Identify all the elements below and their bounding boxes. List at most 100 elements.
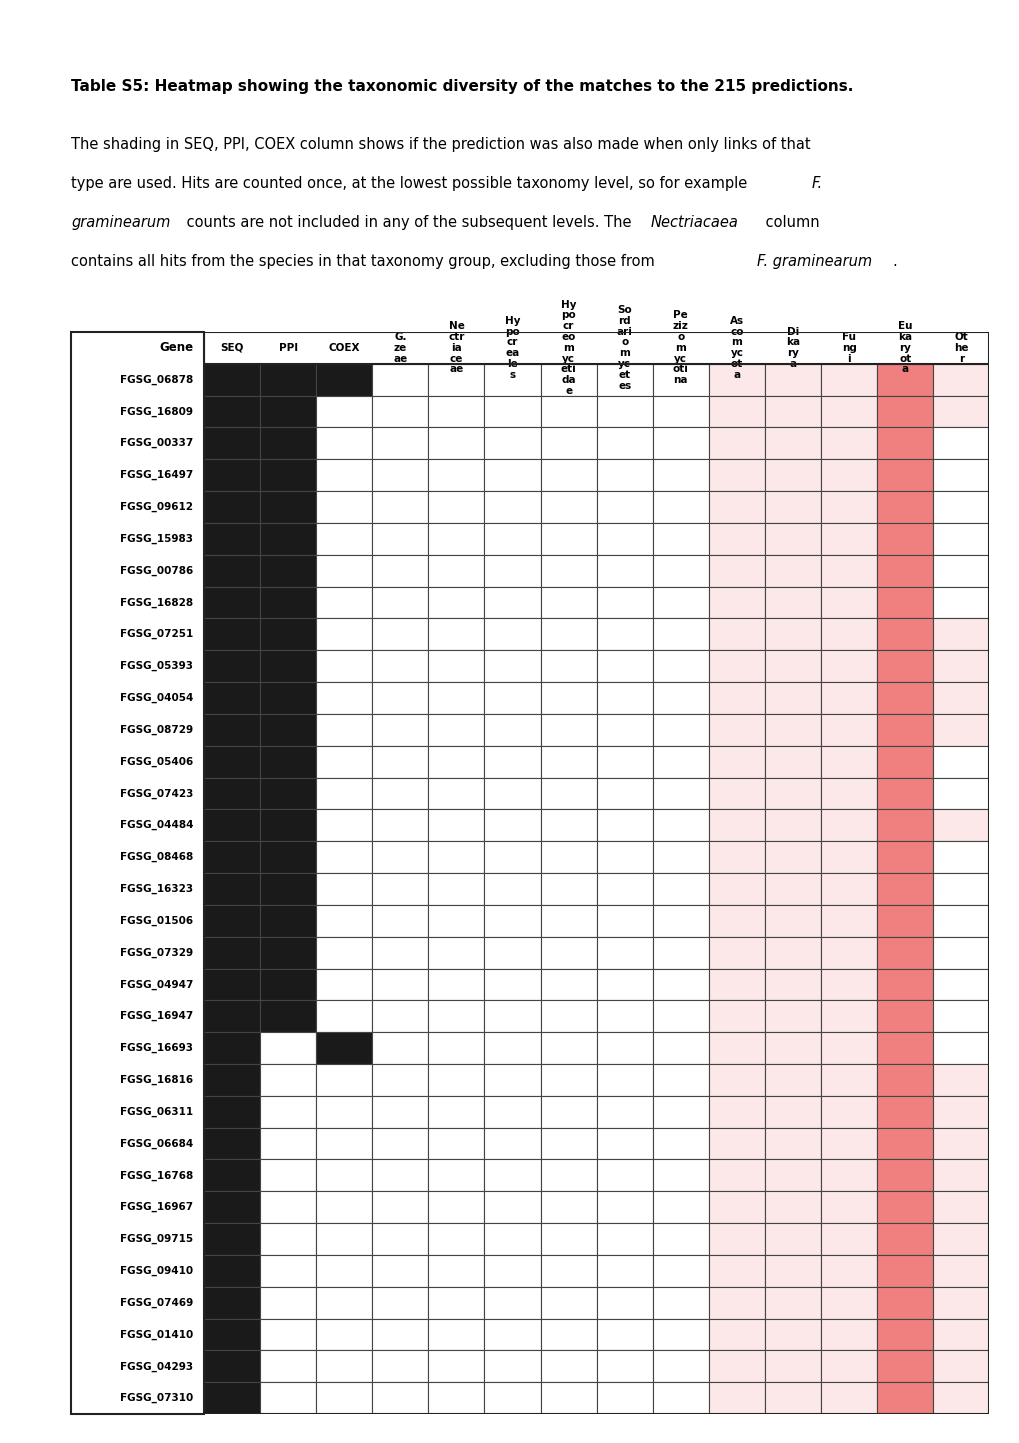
Bar (820, 619, 876, 651)
Bar (820, 968, 876, 1000)
Bar (932, 1382, 988, 1414)
Bar (204, 491, 260, 522)
Bar (316, 491, 372, 522)
Bar (204, 1224, 260, 1255)
Bar (484, 364, 540, 395)
Bar (596, 810, 652, 841)
Bar (932, 522, 988, 554)
Bar (820, 1127, 876, 1160)
Bar (484, 1382, 540, 1414)
Bar (540, 1127, 596, 1160)
Bar (260, 841, 316, 873)
Bar (820, 522, 876, 554)
Bar (764, 395, 820, 427)
Bar (876, 522, 932, 554)
Bar (652, 778, 708, 810)
Bar (260, 522, 316, 554)
Bar (708, 395, 764, 427)
Bar (764, 554, 820, 586)
Text: F.: F. (811, 176, 822, 190)
Bar (204, 905, 260, 937)
Bar (764, 522, 820, 554)
Bar (764, 491, 820, 522)
Bar (316, 937, 372, 968)
Bar (484, 683, 540, 714)
Bar (372, 905, 428, 937)
Bar (204, 1319, 260, 1351)
Bar (428, 1192, 484, 1224)
Bar (764, 683, 820, 714)
Bar (820, 1063, 876, 1095)
Bar (932, 1063, 988, 1095)
Bar (820, 1255, 876, 1287)
Text: type are used. Hits are counted once, at the lowest possible taxonomy level, so : type are used. Hits are counted once, at… (71, 176, 752, 190)
Bar (876, 1000, 932, 1032)
Bar (484, 937, 540, 968)
Bar (428, 491, 484, 522)
Bar (652, 1224, 708, 1255)
Bar (372, 1287, 428, 1319)
Bar (540, 714, 596, 746)
Bar (372, 427, 428, 459)
Bar (316, 1224, 372, 1255)
Bar (596, 746, 652, 778)
Bar (652, 1000, 708, 1032)
Bar (484, 1127, 540, 1160)
Text: Nectriacaea: Nectriacaea (650, 215, 738, 229)
Bar (596, 1287, 652, 1319)
Text: FGSG_04054: FGSG_04054 (120, 693, 194, 703)
Bar (484, 586, 540, 619)
Bar (540, 619, 596, 651)
Bar (260, 395, 316, 427)
Bar (428, 1255, 484, 1287)
Bar (372, 1319, 428, 1351)
Bar (204, 1000, 260, 1032)
Bar (652, 1192, 708, 1224)
Bar (260, 459, 316, 491)
Bar (876, 1032, 932, 1063)
Bar (820, 1160, 876, 1192)
Bar (260, 905, 316, 937)
Bar (316, 683, 372, 714)
Bar (204, 459, 260, 491)
Bar (708, 1382, 764, 1414)
Bar (820, 491, 876, 522)
Bar (428, 968, 484, 1000)
Bar (316, 395, 372, 427)
Bar (764, 1095, 820, 1127)
Bar (820, 586, 876, 619)
Bar (204, 714, 260, 746)
Bar (652, 1095, 708, 1127)
Bar (932, 905, 988, 937)
Text: FGSG_09715: FGSG_09715 (120, 1234, 194, 1244)
Bar (932, 1255, 988, 1287)
Bar (204, 1095, 260, 1127)
Bar (820, 810, 876, 841)
Bar (204, 427, 260, 459)
Bar (596, 1255, 652, 1287)
Bar (820, 905, 876, 937)
Bar (708, 619, 764, 651)
Bar (764, 1063, 820, 1095)
Bar (932, 1032, 988, 1063)
Bar (596, 968, 652, 1000)
Bar (260, 1160, 316, 1192)
Bar (260, 746, 316, 778)
Bar (820, 873, 876, 905)
Bar (372, 1032, 428, 1063)
Bar (316, 968, 372, 1000)
Bar (708, 746, 764, 778)
Bar (932, 683, 988, 714)
Bar (596, 841, 652, 873)
Bar (540, 1160, 596, 1192)
Bar (596, 1000, 652, 1032)
Bar (596, 1319, 652, 1351)
Bar (372, 1255, 428, 1287)
Bar (260, 937, 316, 968)
Bar (932, 714, 988, 746)
Text: FGSG_07310: FGSG_07310 (120, 1392, 194, 1404)
Bar (876, 1095, 932, 1127)
Bar (764, 968, 820, 1000)
Bar (540, 968, 596, 1000)
Bar (484, 1095, 540, 1127)
